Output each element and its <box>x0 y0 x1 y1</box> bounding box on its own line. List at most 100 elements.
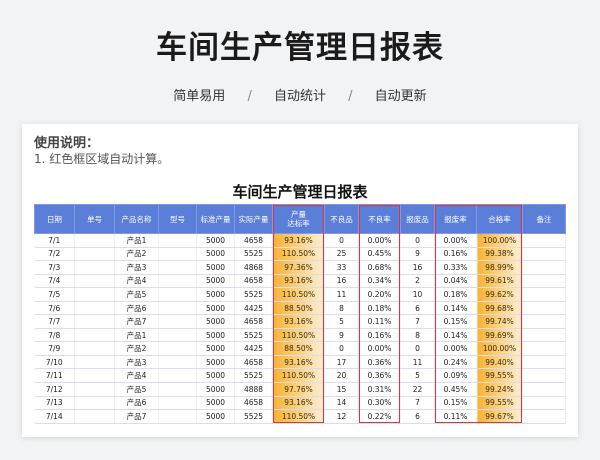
col-header-model[interactable]: 型号 <box>158 204 197 234</box>
cell-defect-rate[interactable]: 0.36% <box>358 355 401 370</box>
cell-scrap-rate[interactable]: 0.04% <box>434 274 477 289</box>
cell-defect-rate[interactable]: 0.00% <box>358 341 401 356</box>
cell-product[interactable]: 产品2 <box>114 247 159 262</box>
cell-order[interactable] <box>74 287 115 302</box>
cell-pass-rate[interactable]: 99.40% <box>476 355 523 370</box>
cell-output-rate[interactable]: 110.50% <box>272 328 325 343</box>
cell-pass-rate[interactable]: 98.99% <box>476 260 523 275</box>
cell-note[interactable] <box>522 368 566 383</box>
cell-defect-rate[interactable]: 0.68% <box>358 260 401 275</box>
cell-model[interactable] <box>158 287 197 302</box>
cell-note[interactable] <box>522 274 566 289</box>
cell-order[interactable] <box>74 314 115 329</box>
cell-scrap-rate[interactable]: 0.09% <box>434 368 477 383</box>
cell-std-output[interactable]: 5000 <box>196 260 235 275</box>
cell-defects[interactable]: 11 <box>324 287 359 302</box>
cell-std-output[interactable]: 5000 <box>196 287 235 302</box>
cell-defects[interactable]: 16 <box>324 274 359 289</box>
cell-std-output[interactable]: 5000 <box>196 328 235 343</box>
cell-pass-rate[interactable]: 99.55% <box>476 396 523 411</box>
cell-note[interactable] <box>522 301 566 316</box>
col-header-std-output[interactable]: 标准产量 <box>196 204 235 234</box>
cell-actual-output[interactable]: 4658 <box>234 314 273 329</box>
cell-date[interactable]: 7/5 <box>34 287 75 302</box>
cell-pass-rate[interactable]: 100.00% <box>476 233 523 248</box>
cell-defect-rate[interactable]: 0.31% <box>358 382 401 397</box>
cell-scrap-rate[interactable]: 0.00% <box>434 341 477 356</box>
cell-defects[interactable]: 5 <box>324 314 359 329</box>
cell-order[interactable] <box>74 355 115 370</box>
cell-defects[interactable]: 0 <box>324 233 359 248</box>
cell-output-rate[interactable]: 88.50% <box>272 301 325 316</box>
cell-defects[interactable]: 15 <box>324 382 359 397</box>
cell-std-output[interactable]: 5000 <box>196 314 235 329</box>
cell-note[interactable] <box>522 247 566 262</box>
cell-defects[interactable]: 14 <box>324 396 359 411</box>
cell-date[interactable]: 7/7 <box>34 314 75 329</box>
cell-defect-rate[interactable]: 0.11% <box>358 314 401 329</box>
cell-defects[interactable]: 25 <box>324 247 359 262</box>
cell-pass-rate[interactable]: 99.24% <box>476 382 523 397</box>
cell-date[interactable]: 7/10 <box>34 355 75 370</box>
table-title[interactable]: 车间生产管理日报表 <box>232 183 368 201</box>
cell-note[interactable] <box>522 328 566 343</box>
cell-order[interactable] <box>74 409 115 424</box>
cell-date[interactable]: 7/8 <box>34 328 75 343</box>
cell-defects[interactable]: 20 <box>324 368 359 383</box>
cell-product[interactable]: 产品5 <box>114 382 159 397</box>
cell-product[interactable]: 产品3 <box>114 355 159 370</box>
cell-scrap[interactable]: 0 <box>400 341 435 356</box>
cell-scrap[interactable]: 7 <box>400 396 435 411</box>
cell-note[interactable] <box>522 396 566 411</box>
cell-order[interactable] <box>74 328 115 343</box>
cell-std-output[interactable]: 5000 <box>196 355 235 370</box>
cell-actual-output[interactable]: 5525 <box>234 368 273 383</box>
cell-scrap[interactable]: 22 <box>400 382 435 397</box>
cell-date[interactable]: 7/12 <box>34 382 75 397</box>
cell-scrap[interactable]: 5 <box>400 368 435 383</box>
cell-defect-rate[interactable]: 0.34% <box>358 274 401 289</box>
col-header-note[interactable]: 备注 <box>522 204 566 234</box>
cell-date[interactable]: 7/11 <box>34 368 75 383</box>
cell-std-output[interactable]: 5000 <box>196 233 235 248</box>
cell-note[interactable] <box>522 355 566 370</box>
cell-output-rate[interactable]: 88.50% <box>272 341 325 356</box>
cell-model[interactable] <box>158 328 197 343</box>
cell-std-output[interactable]: 5000 <box>196 382 235 397</box>
cell-output-rate[interactable]: 110.50% <box>272 368 325 383</box>
cell-defect-rate[interactable]: 0.22% <box>358 409 401 424</box>
cell-note[interactable] <box>522 287 566 302</box>
cell-scrap[interactable]: 10 <box>400 287 435 302</box>
cell-model[interactable] <box>158 355 197 370</box>
cell-output-rate[interactable]: 110.50% <box>272 409 325 424</box>
cell-output-rate[interactable]: 97.36% <box>272 260 325 275</box>
cell-actual-output[interactable]: 4658 <box>234 396 273 411</box>
cell-scrap-rate[interactable]: 0.33% <box>434 260 477 275</box>
cell-pass-rate[interactable]: 99.62% <box>476 287 523 302</box>
cell-actual-output[interactable]: 5525 <box>234 409 273 424</box>
cell-model[interactable] <box>158 409 197 424</box>
cell-std-output[interactable]: 5000 <box>196 341 235 356</box>
cell-date[interactable]: 7/14 <box>34 409 75 424</box>
col-header-actual-output[interactable]: 实际产量 <box>234 204 273 234</box>
col-header-defect-rate[interactable]: 不良率 <box>358 204 401 234</box>
cell-actual-output[interactable]: 4425 <box>234 341 273 356</box>
cell-pass-rate[interactable]: 99.69% <box>476 328 523 343</box>
col-header-pass-rate[interactable]: 合格率 <box>476 204 523 234</box>
cell-date[interactable]: 7/6 <box>34 301 75 316</box>
cell-model[interactable] <box>158 341 197 356</box>
cell-actual-output[interactable]: 4658 <box>234 233 273 248</box>
cell-defect-rate[interactable]: 0.20% <box>358 287 401 302</box>
cell-std-output[interactable]: 5000 <box>196 409 235 424</box>
cell-pass-rate[interactable]: 99.61% <box>476 274 523 289</box>
col-header-output-rate[interactable]: 产量 达标率 <box>272 204 325 234</box>
cell-product[interactable]: 产品2 <box>114 341 159 356</box>
cell-order[interactable] <box>74 301 115 316</box>
cell-note[interactable] <box>522 314 566 329</box>
cell-scrap-rate[interactable]: 0.15% <box>434 396 477 411</box>
cell-pass-rate[interactable]: 99.38% <box>476 247 523 262</box>
col-header-scrap[interactable]: 报废品 <box>400 204 435 234</box>
cell-product[interactable]: 产品1 <box>114 328 159 343</box>
cell-std-output[interactable]: 5000 <box>196 274 235 289</box>
cell-order[interactable] <box>74 341 115 356</box>
